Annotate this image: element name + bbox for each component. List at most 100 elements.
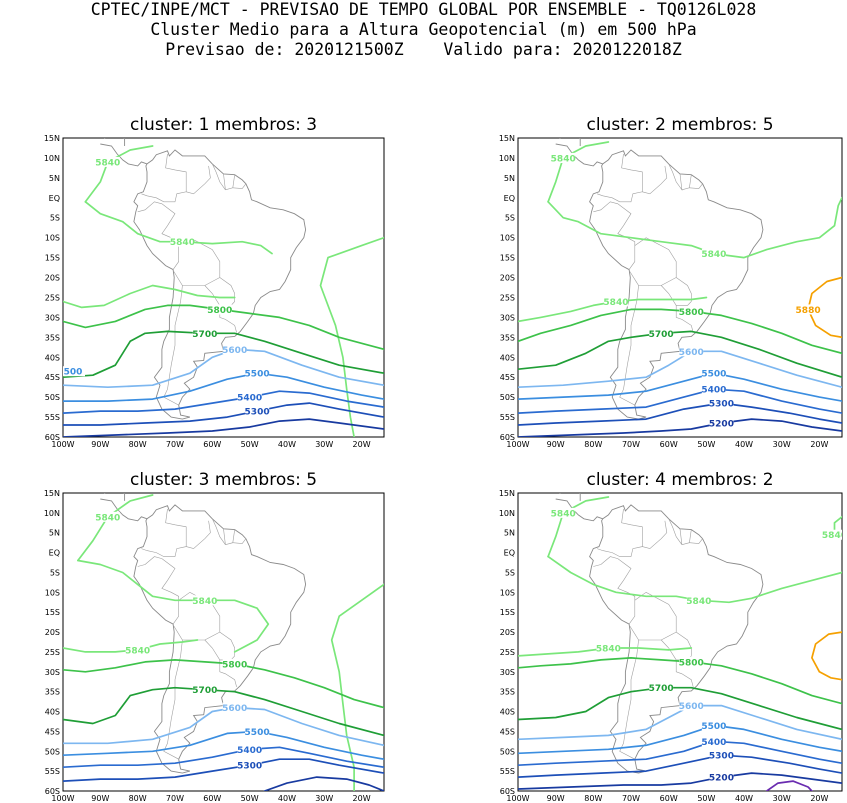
lat-tick-label: 10N	[44, 509, 60, 518]
contour-label-bg	[679, 346, 704, 357]
coastline-caribbean	[559, 493, 581, 501]
header-line-1: CPTEC/INPE/MCT - PREVISAO DE TEMPO GLOBA…	[90, 0, 757, 19]
contour-5300	[518, 754, 842, 778]
lat-tick-label: 30S	[500, 668, 515, 677]
contour-label-bg	[237, 744, 262, 755]
lat-tick-label: 15N	[44, 489, 60, 498]
contour-5500	[63, 730, 384, 761]
contour-5800	[63, 659, 384, 709]
contour-label-bg	[222, 702, 247, 713]
lat-tick-label: 60S	[45, 433, 60, 442]
country-border	[172, 591, 221, 641]
contour-label-bg	[551, 152, 576, 163]
lat-tick-label: 50S	[45, 747, 60, 756]
lat-tick-label: EQ	[504, 549, 515, 558]
contour-label: 5840	[701, 250, 726, 260]
country-border	[593, 201, 636, 246]
country-border	[668, 518, 683, 545]
country-border	[232, 183, 247, 189]
contour-5200	[518, 418, 842, 437]
lat-tick-label: EQ	[49, 194, 60, 203]
map-frame	[517, 137, 843, 438]
contour-label: 5500	[245, 370, 270, 380]
contour-label-bg	[686, 595, 711, 606]
country-border	[186, 165, 211, 195]
contour-label-bg	[551, 507, 576, 518]
contour-label-bg	[237, 760, 262, 771]
contour-label-bg	[207, 304, 232, 315]
contour-label: 5840	[686, 597, 711, 607]
country-border	[232, 538, 247, 544]
contour-label-bg	[709, 772, 734, 783]
lon-tick-label: 70W	[166, 440, 184, 449]
contour-label-bg	[95, 511, 120, 522]
lat-tick-label: 5S	[505, 214, 515, 223]
lat-tick-label: 10N	[499, 154, 515, 163]
contour-label-bg	[649, 328, 674, 339]
lon-tick-label: 40W	[735, 794, 753, 803]
contour-5600	[518, 704, 842, 741]
lon-tick-label: 60W	[660, 794, 678, 803]
contour-label: 5840	[170, 238, 195, 248]
contour-5400	[518, 740, 842, 767]
contour-label-bg	[192, 328, 217, 339]
lat-tick-label: 45S	[45, 727, 60, 736]
contour-label: 5840	[822, 531, 847, 541]
lat-tick-label: 10S	[45, 588, 60, 597]
contour-5200	[63, 418, 384, 437]
country-border	[597, 508, 643, 557]
coastline-caribbean	[104, 138, 126, 146]
lat-tick-label: 45S	[500, 727, 515, 736]
country-border	[642, 520, 668, 549]
contour-label-bg	[192, 595, 217, 606]
contour-label: 5840	[551, 154, 576, 164]
contour-5300	[518, 402, 842, 426]
lon-tick-label: 20W	[810, 440, 828, 449]
lon-tick-label: 50W	[241, 440, 259, 449]
lat-tick-label: 20S	[500, 274, 515, 283]
country-border	[597, 153, 643, 203]
lon-tick-label: 100W	[506, 440, 529, 449]
lat-tick-label: 50S	[500, 393, 515, 402]
lat-tick-label: 30S	[500, 313, 515, 322]
contour-5300	[63, 402, 384, 426]
lat-tick-label: 10S	[500, 234, 515, 243]
contour-label-bg	[245, 368, 270, 379]
map-frame	[62, 137, 385, 438]
lon-tick-label: 70W	[622, 794, 640, 803]
lon-tick-label: 60W	[203, 794, 221, 803]
contour-label-bg	[125, 644, 150, 655]
lat-tick-label: 45S	[45, 373, 60, 382]
contour-label: 5800	[679, 308, 704, 318]
lon-tick-label: 30W	[315, 794, 333, 803]
contour-label-bg	[596, 642, 621, 653]
lon-tick-label: 30W	[773, 440, 791, 449]
contour-label: 5500	[701, 722, 726, 732]
lon-tick-label: 70W	[166, 794, 184, 803]
lat-tick-label: 15S	[500, 254, 515, 263]
country-border	[676, 277, 692, 302]
lat-tick-label: 35S	[45, 688, 60, 697]
contour-label: 5300	[709, 752, 734, 762]
lat-tick-label: 5N	[49, 174, 60, 183]
contour-label: 500	[64, 368, 83, 378]
country-border	[676, 631, 692, 656]
lat-tick-label: 30S	[45, 313, 60, 322]
map-frame	[62, 492, 385, 792]
contour-label: 5300	[245, 408, 270, 418]
country-border	[137, 556, 179, 601]
contour-label: 5500	[245, 728, 270, 738]
lat-tick-label: 15S	[500, 608, 515, 617]
lon-tick-label: 80W	[584, 794, 602, 803]
contour-label-bg	[237, 392, 262, 403]
panel-title: cluster: 3 membros: 5	[130, 470, 317, 490]
contour-5400	[63, 390, 384, 414]
map-layer: 5840584058805840584058005800570056005500…	[518, 138, 842, 437]
contour-label: 5700	[192, 686, 217, 696]
country-border	[689, 183, 703, 189]
contour-5200	[263, 776, 384, 791]
coastline	[133, 504, 307, 774]
contour-label-bg	[709, 750, 734, 761]
contour-5840	[63, 284, 236, 309]
